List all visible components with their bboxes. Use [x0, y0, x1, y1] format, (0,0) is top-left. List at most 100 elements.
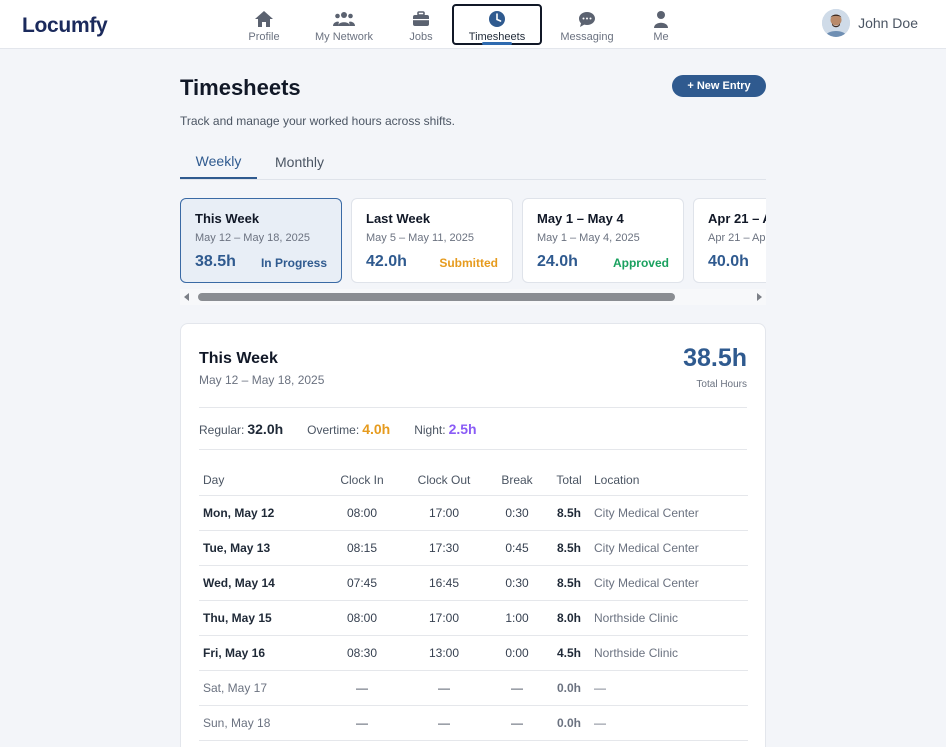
nav-me[interactable]: Me [648, 0, 674, 49]
break-cell: 0:45 [486, 530, 548, 566]
clock-in-cell: 07:45 [322, 565, 402, 601]
chat-icon [576, 9, 598, 29]
clock-out-cell: — [402, 670, 486, 706]
hours-breakdown: Regular: 32.0h Overtime: 4.0h Night: 2.5h [199, 421, 477, 437]
week-card-title: May 1 – May 4 [537, 211, 624, 226]
clock-in-cell: 08:15 [322, 530, 402, 566]
week-card-range: May 5 – May 11, 2025 [366, 232, 475, 244]
break-cell: 0:00 [486, 635, 548, 671]
total-cell: 8.0h [548, 600, 590, 636]
night-label: Night: [414, 423, 446, 437]
nav-timesheets[interactable]: Timesheets [452, 0, 542, 49]
col-location: Location [590, 465, 748, 496]
detail-title: This Week [199, 350, 278, 367]
clock-in-cell: — [322, 670, 402, 706]
nav-my-network[interactable]: My Network [312, 0, 376, 49]
clock-in-cell: 08:00 [322, 600, 402, 636]
total-cell: 8.5h [548, 495, 590, 531]
day-cell: Mon, May 12 [199, 495, 322, 531]
person-icon [650, 9, 672, 29]
col-clock-out: Clock Out [402, 465, 486, 496]
col-day: Day [199, 465, 322, 496]
table-row[interactable]: Wed, May 14 07:45 16:45 0:30 8.5h City Medica… [199, 565, 748, 601]
location-cell: City Medical Center [590, 495, 748, 531]
tab-weekly[interactable]: Weekly [180, 145, 257, 179]
nav-profile[interactable]: Profile [240, 0, 288, 49]
location-cell: City Medical Center [590, 530, 748, 566]
scroll-right-arrow-icon[interactable] [757, 293, 762, 301]
location-cell: — [590, 670, 748, 706]
table-row[interactable]: Mon, May 12 08:00 17:00 0:30 8.5h City Medica… [199, 495, 748, 531]
overtime-label: Overtime: [307, 423, 360, 437]
week-card-may-1-4[interactable]: May 1 – May 4 May 1 – May 4, 2025 24.0h … [522, 198, 684, 283]
clock-out-cell: 16:45 [402, 565, 486, 601]
briefcase-icon [410, 9, 432, 29]
scrollbar-thumb[interactable] [198, 293, 675, 301]
day-cell: Fri, May 16 [199, 635, 322, 671]
week-card-title: Last Week [366, 211, 431, 226]
col-clock-in: Clock In [322, 465, 402, 496]
user-menu[interactable]: John Doe [822, 9, 918, 37]
week-card-hours: 42.0h [366, 253, 407, 270]
status-badge: Approved [612, 256, 669, 270]
page-title: Timesheets [180, 75, 301, 100]
location-cell: Northside Clinic [590, 600, 748, 636]
clock-out-cell: 17:00 [402, 495, 486, 531]
week-card-this-week[interactable]: This Week May 12 – May 18, 2025 38.5h In… [180, 198, 342, 283]
timesheet-table: Day Clock In Clock Out Break Total Locat… [199, 465, 748, 741]
divider [199, 449, 747, 450]
total-cell: 8.5h [548, 565, 590, 601]
break-cell: — [486, 670, 548, 706]
break-cell: 0:30 [486, 565, 548, 601]
detail-range: May 12 – May 18, 2025 [199, 373, 325, 387]
day-cell: Sat, May 17 [199, 670, 322, 706]
nav-label: Jobs [409, 31, 433, 43]
nav-messaging[interactable]: Messaging [558, 0, 616, 49]
total-cell: 4.5h [548, 635, 590, 671]
new-entry-button[interactable]: + New Entry [672, 75, 766, 97]
home-icon [253, 9, 275, 29]
table-header-row: Day Clock In Clock Out Break Total Locat… [199, 465, 748, 496]
regular-value: 32.0h [247, 421, 284, 437]
week-card-last-week[interactable]: Last Week May 5 – May 11, 2025 42.0h Sub… [351, 198, 513, 283]
clock-in-cell: — [322, 705, 402, 741]
nav-label: Profile [248, 31, 280, 43]
top-navbar: Locumfy Profile My Network Jobs Timeshee… [0, 0, 946, 49]
regular-hours: Regular: 32.0h [199, 421, 283, 437]
night-value: 2.5h [448, 421, 477, 437]
view-tabs: Weekly Monthly [180, 145, 766, 180]
nav-label: Me [653, 31, 669, 43]
table-row[interactable]: Fri, May 16 08:30 13:00 0:00 4.5h Northside C… [199, 635, 748, 671]
break-cell: 1:00 [486, 600, 548, 636]
week-strip-scrollbar[interactable] [180, 289, 766, 305]
table-row[interactable]: Sun, May 18— — —0.0h — [199, 705, 748, 741]
user-name: John Doe [858, 15, 918, 31]
week-card-range: May 12 – May 18, 2025 [195, 232, 310, 244]
location-cell: Northside Clinic [590, 635, 748, 671]
tab-monthly[interactable]: Monthly [275, 154, 325, 170]
location-cell: City Medical Center [590, 565, 748, 601]
clock-out-cell: — [402, 705, 486, 741]
regular-label: Regular: [199, 423, 245, 437]
nav-jobs[interactable]: Jobs [404, 0, 438, 49]
clock-out-cell: 13:00 [402, 635, 486, 671]
table-row[interactable]: Thu, May 15 08:00 17:00 1:00 8.0h Northside C… [199, 600, 748, 636]
total-hours-label: Total Hours [696, 379, 747, 390]
week-card-apr-21[interactable]: Apr 21 – Apr 27 Apr 21 – Apr 27, 2025 40… [693, 198, 766, 283]
week-card-hours: 24.0h [537, 253, 578, 270]
table-row[interactable]: Sat, May 17— — —0.0h — [199, 670, 748, 706]
clock-out-cell: 17:30 [402, 530, 486, 566]
table-row[interactable]: Tue, May 13 08:15 17:30 0:45 8.5h City Medica… [199, 530, 748, 566]
logo[interactable]: Locumfy [22, 14, 108, 37]
week-card-range: May 1 – May 4, 2025 [537, 232, 640, 244]
avatar [822, 9, 851, 37]
overtime-value: 4.0h [362, 421, 391, 437]
page-subtitle: Track and manage your worked hours acros… [180, 114, 456, 128]
day-cell: Tue, May 13 [199, 530, 322, 566]
clock-icon [486, 9, 508, 29]
clock-out-cell: 17:00 [402, 600, 486, 636]
overtime-hours: Overtime: 4.0h [307, 421, 390, 437]
nav-label: Messaging [560, 31, 614, 43]
day-cell: Sun, May 18 [199, 705, 322, 741]
scroll-left-arrow-icon[interactable] [184, 293, 189, 301]
